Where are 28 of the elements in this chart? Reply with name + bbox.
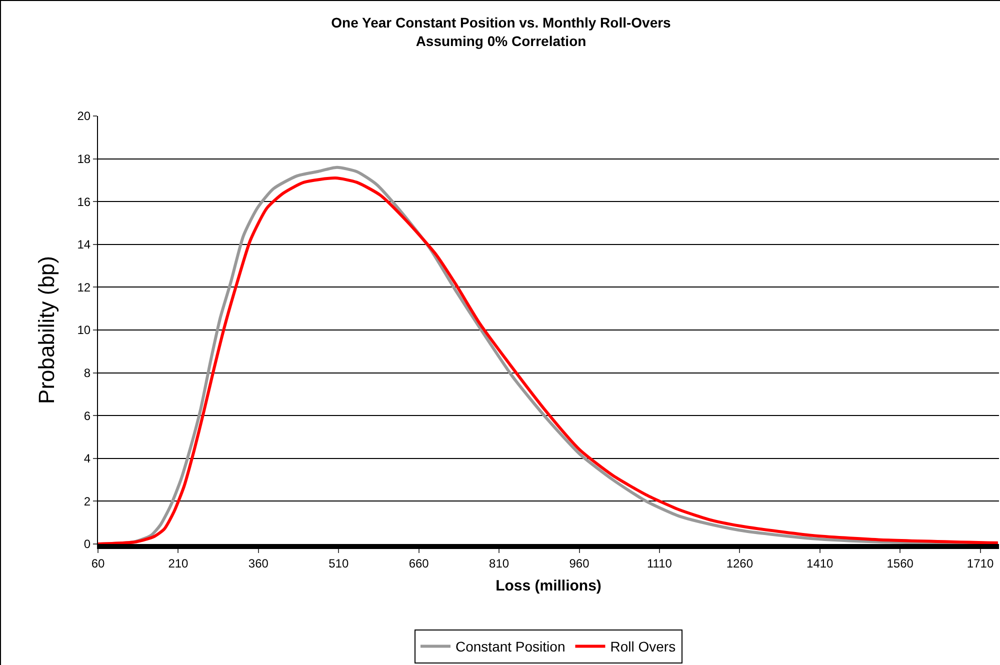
x-tick-label: 60 — [91, 556, 105, 570]
x-tick-label: 810 — [489, 556, 510, 570]
y-tick-label: 14 — [77, 238, 91, 252]
y-tick-label: 10 — [77, 323, 91, 338]
x-tick-label: 1110 — [646, 556, 672, 570]
y-tick-label: 12 — [77, 280, 91, 294]
x-tick-label: 660 — [408, 556, 430, 570]
x-tick-label: 1560 — [886, 556, 914, 570]
x-tick-label: 1410 — [806, 556, 834, 570]
y-tick-label: 8 — [84, 366, 91, 380]
chart-title: One Year Constant Position vs. Monthly Roll-Overs Assuming 0% Correlation — [331, 14, 672, 49]
y-tick-label: 20 — [77, 109, 91, 124]
y-tick-label: 2 — [84, 494, 91, 508]
y-tick-label: 18 — [77, 152, 91, 166]
y-tick-label: 0 — [84, 537, 91, 552]
y-axis-title: Probability (bp) — [34, 256, 60, 404]
y-tick-label: 16 — [77, 194, 91, 209]
legend-label: Roll Overs — [610, 638, 676, 655]
x-tick-label: 210 — [168, 556, 189, 570]
legend-label: Constant Position — [456, 638, 566, 655]
x-tick-label: 960 — [569, 556, 590, 570]
x-axis-title: Loss (millions) — [496, 577, 602, 594]
x-tick-label: 1710 — [966, 556, 994, 570]
x-tick-label: 360 — [248, 556, 269, 570]
x-tick-label: 510 — [328, 556, 349, 570]
x-tick-label: 1260 — [726, 556, 754, 570]
y-tick-label: 4 — [84, 452, 91, 466]
y-tick-label: 6 — [84, 408, 91, 423]
